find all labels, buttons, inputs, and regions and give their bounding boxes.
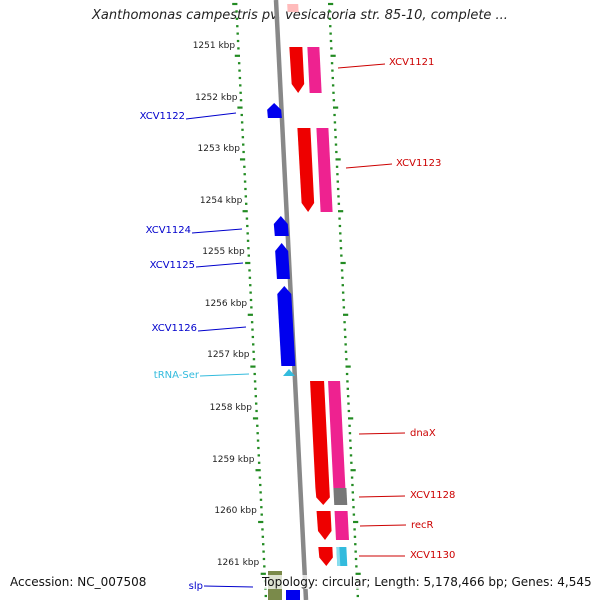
kbp-label: 1254 kbp [200,196,243,206]
kbp-label: 1259 kbp [212,455,255,465]
gene-block [316,128,333,212]
gene-labels: XCV1121 XCV1122 XCV1123 XCV1124 XCV1125 XCV11… [140,57,456,592]
kbp-label: 1251 kbp [193,41,236,51]
gene-block [289,47,305,93]
kbp-label: 1256 kbp [205,299,248,309]
gene-label-xcv1125[interactable]: XCV1125 [150,260,195,271]
gene-leader-line [359,524,407,527]
gene-leader-line [199,373,250,377]
gene-block [287,4,299,12]
gene-block [315,488,330,505]
gene-block [328,381,346,488]
forward-strand-features [287,4,349,566]
gene-label-xcv1128[interactable]: XCV1128 [410,490,455,501]
kbp-label: 1255 kbp [202,247,245,257]
gene-leader-line [185,112,237,120]
gene-block [286,590,300,600]
gene-label-xcv1130[interactable]: XCV1130 [410,550,455,561]
gene-leader-line [358,495,406,498]
trna-marker [283,369,295,376]
gene-block [275,243,290,279]
gene-leader-line [203,585,254,588]
scale-ticks [232,2,361,598]
gene-label-xcv1123[interactable]: XCV1123 [396,158,441,169]
gene-block [267,103,282,118]
kbp-label: 1261 kbp [217,558,260,568]
gene-leader-line [345,163,393,169]
gene-label-leaders [185,63,407,588]
gene-block [307,47,322,93]
kbp-label: 1253 kbp [198,144,241,154]
gene-block [273,216,289,236]
gene-leader-line [337,63,386,69]
gene-label-xcv1126[interactable]: XCV1126 [152,323,197,334]
gene-label-xcv1124[interactable]: XCV1124 [146,225,191,236]
gene-leader-line [195,262,244,268]
gene-block [336,547,341,566]
gene-block [277,286,296,366]
gene-label-dnax[interactable]: dnaX [410,428,436,439]
kbp-label: 1260 kbp [214,506,257,516]
kbp-label: 1252 kbp [195,93,238,103]
genome-summary: Topology: circular; Length: 5,178,466 bp… [262,575,592,589]
map-title: Xanthomonas campestris pv. vesicatoria s… [92,8,508,23]
gene-block [297,128,315,212]
gene-label-xcv1121[interactable]: XCV1121 [389,57,434,68]
gene-label-slp[interactable]: slp [189,581,203,592]
kbp-label: 1258 kbp [210,403,253,413]
gene-leader-line [358,432,406,435]
gene-label-trna-ser[interactable]: tRNA-Ser [154,370,200,381]
gene-block [333,488,348,505]
gene-label-xcv1122[interactable]: XCV1122 [140,111,185,122]
gene-leader-line [191,228,243,234]
gene-block [316,511,332,540]
gene-block [334,511,349,540]
gene-block [310,381,330,488]
gene-leader-line [197,326,247,332]
kbp-label: 1257 kbp [207,350,250,360]
gene-block [318,547,333,566]
accession-label: Accession: NC_007508 [10,575,147,589]
kbp-labels: 1251 kbp 1252 kbp 1253 kbp 1254 kbp 1255 kbp… [193,41,260,568]
gene-label-recr[interactable]: recR [411,520,434,531]
